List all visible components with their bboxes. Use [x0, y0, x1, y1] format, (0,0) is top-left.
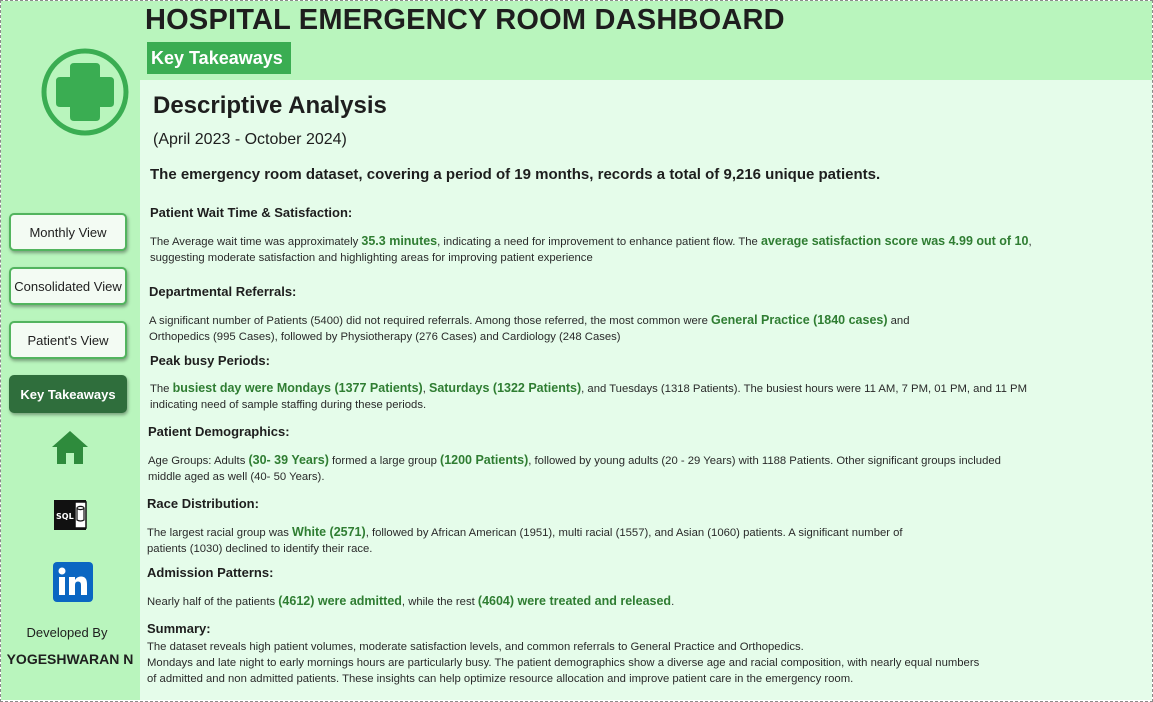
page-heading: Descriptive Analysis	[153, 92, 387, 119]
content-panel	[140, 80, 1152, 700]
text: A significant number of Patients (5400) …	[149, 315, 711, 327]
section-heading-summary: Summary:	[147, 621, 211, 636]
text: middle aged as well (40- 50 Years).	[148, 471, 325, 483]
dashboard-title: HOSPITAL EMERGENCY ROOM DASHBOARD	[145, 4, 785, 36]
text: The Average wait time was approximately	[150, 236, 362, 248]
text: Age Groups: Adults	[148, 455, 249, 467]
paragraph-demographics: Age Groups: Adults (30- 39 Years) formed…	[148, 452, 1001, 485]
section-heading-demographics: Patient Demographics:	[148, 424, 290, 439]
section-heading-wait-time: Patient Wait Time & Satisfaction:	[150, 205, 353, 220]
text: of admitted and non admitted patients. T…	[147, 673, 854, 685]
medical-cross-icon	[41, 48, 129, 136]
text: , while the rest	[401, 596, 478, 608]
section-heading-admission: Admission Patterns:	[147, 565, 274, 580]
paragraph-wait-time: The Average wait time was approximately …	[150, 233, 1032, 266]
text: patients (1030) declined to identify the…	[147, 543, 373, 555]
text: The dataset reveals high patient volumes…	[147, 641, 804, 653]
highlight-general-practice: General Practice (1840 cases)	[711, 313, 888, 327]
section-heading-referrals: Departmental Referrals:	[149, 284, 297, 299]
date-range: (April 2023 - October 2024)	[153, 131, 347, 148]
nav-patients-view-button[interactable]: Patient's View	[9, 321, 127, 359]
text: The largest racial group was	[147, 527, 293, 539]
text: ,	[1028, 236, 1032, 248]
highlight-mondays: busiest day were Mondays (1377 Patients)	[172, 381, 423, 395]
nav-monthly-view-button[interactable]: Monthly View	[9, 213, 127, 251]
svg-text:SQL: SQL	[56, 512, 74, 521]
highlight-age-group: (30- 39 Years)	[248, 453, 329, 467]
text: , and Tuesdays (1318 Patients). The busi…	[581, 383, 1027, 395]
section-heading-race: Race Distribution:	[147, 496, 259, 511]
text: .	[671, 596, 675, 608]
highlight-wait-time: 35.3 minutes	[361, 234, 438, 248]
highlight-white: White (2571)	[292, 525, 366, 539]
paragraph-admission: Nearly half of the patients (4612) were …	[147, 593, 674, 610]
text: , indicating a need for improvement to e…	[437, 236, 761, 248]
header-bar	[140, 1, 1152, 80]
nav-consolidated-view-button[interactable]: Consolidated View	[9, 267, 127, 305]
text: , followed by young adults (20 - 29 Year…	[528, 455, 1001, 467]
text: formed a large group	[328, 455, 441, 467]
highlight-patient-count: (1200 Patients)	[440, 453, 529, 467]
paragraph-peak-periods: The busiest day were Mondays (1377 Patie…	[150, 380, 1027, 413]
text: , followed by African American (1951), m…	[365, 527, 903, 539]
home-icon[interactable]	[51, 429, 89, 465]
key-takeaways-badge: Key Takeaways	[147, 42, 291, 74]
text: ,	[422, 383, 429, 395]
text: and	[887, 315, 910, 327]
highlight-satisfaction: average satisfaction score was 4.99 out …	[760, 234, 1029, 248]
nav-key-takeaways-button[interactable]: Key Takeaways	[9, 375, 127, 413]
lead-statement: The emergency room dataset, covering a p…	[150, 166, 881, 183]
section-heading-peak-periods: Peak busy Periods:	[150, 353, 270, 368]
paragraph-summary: The dataset reveals high patient volumes…	[147, 639, 979, 687]
developed-by-label: Developed By	[26, 625, 108, 640]
text: Nearly half of the patients	[147, 596, 279, 608]
text: The	[150, 383, 173, 395]
linkedin-icon[interactable]	[53, 562, 93, 602]
developer-name: YOGESHWARAN N	[6, 651, 134, 667]
text: indicating need of sample staffing durin…	[150, 399, 427, 411]
text: Orthopedics (995 Cases), followed by Phy…	[149, 331, 621, 343]
text: suggesting moderate satisfaction and hig…	[150, 252, 593, 264]
paragraph-race: The largest racial group was White (2571…	[147, 524, 903, 557]
text: Mondays and late night to early mornings…	[147, 657, 980, 669]
paragraph-referrals: A significant number of Patients (5400) …	[149, 312, 910, 345]
highlight-saturdays: Saturdays (1322 Patients)	[428, 381, 582, 395]
sql-database-icon[interactable]: SQL	[53, 498, 89, 532]
highlight-released: (4604) were treated and released	[477, 594, 672, 608]
highlight-admitted: (4612) were admitted	[278, 594, 402, 608]
